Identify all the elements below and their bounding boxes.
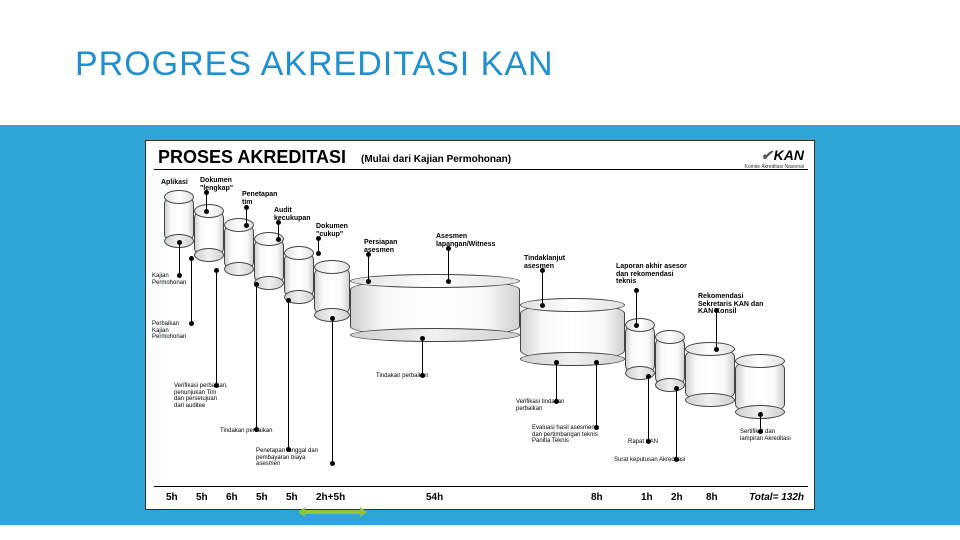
connector-11 [422, 339, 423, 375]
bottom-label-0: Kajian Permohonan [152, 273, 186, 286]
connector-1 [206, 193, 207, 211]
bottom-label-7: Evaluasi hasil asesmen dan pertimbangan … [532, 425, 598, 445]
card-title: PROSES AKREDITASI [158, 147, 346, 168]
bottom-label-9: Surat keputusan Akreditasi [614, 457, 685, 464]
duration-row: Total= 132h 5h 5h 6h 5h 5h 2h+5h 54h 8h 1h 2h 8h [146, 487, 816, 503]
double-arrow-icon [305, 510, 360, 514]
bottom-label-5: Tindakan perbaikan [376, 373, 428, 380]
bottom-label-6: Verifikasi tindakan perbaikan [516, 399, 564, 412]
total-duration: Total= 132h [749, 492, 804, 503]
connector-19 [716, 311, 717, 349]
top-label-9: Rekomendasi Sekretaris KAN dan KAN Konsi… [698, 293, 763, 316]
logo-text: KAN [774, 147, 804, 163]
connector-3 [216, 271, 217, 385]
top-label-8: Laporan akhir asesor dan rekomendasi tek… [616, 263, 687, 286]
bottom-label-1: Perbaikan Kajian Permohonan [152, 321, 186, 341]
connector-12 [448, 249, 449, 281]
duration-6: 54h [426, 492, 443, 503]
duration-2: 6h [226, 492, 238, 503]
duration-9: 2h [671, 492, 683, 503]
connector-4 [246, 208, 247, 225]
connector-16 [636, 291, 637, 325]
duration-5: 2h+5h [316, 492, 345, 503]
stage-cylinder-1 [194, 209, 224, 257]
connector-5 [256, 285, 257, 429]
duration-1: 5h [196, 492, 208, 503]
top-label-5: Persiapan asesmen [364, 239, 397, 254]
duration-8: 1h [641, 492, 653, 503]
stage-cylinder-5 [314, 265, 350, 317]
connector-15 [596, 363, 597, 427]
card-subtitle: (Mulai dari Kajian Permohonan) [361, 154, 511, 165]
connector-0 [179, 243, 180, 275]
top-label-3: Audit kecukupan [274, 207, 311, 222]
bottom-label-4: Penetapan tanggal dan pembayaran biaya a… [256, 448, 318, 468]
connector-17 [648, 377, 649, 441]
top-label-2: Penetapan tim [242, 191, 277, 206]
connector-18 [676, 389, 677, 459]
stage-cylinder-6 [350, 279, 520, 337]
duration-3: 5h [256, 492, 268, 503]
stage-cylinder-7 [520, 303, 625, 361]
page-title: PROGRES AKREDITASI KAN [75, 45, 554, 84]
connector-6 [278, 223, 279, 239]
duration-4: 5h [286, 492, 298, 503]
top-label-1: Dokumen "lengkap" [200, 177, 233, 192]
stage-cylinder-8 [625, 323, 655, 375]
duration-0: 5h [166, 492, 178, 503]
top-label-4: Dokumen "cukup" [316, 223, 348, 238]
stage-cylinder-2 [224, 223, 254, 271]
stage-cylinder-3 [254, 237, 284, 285]
stage-cylinder-0 [164, 195, 194, 243]
stage-cylinder-11 [735, 359, 785, 414]
connector-2 [191, 259, 192, 323]
connector-8 [318, 239, 319, 253]
connector-9 [332, 319, 333, 463]
divider-top [154, 169, 808, 170]
top-label-6: Asesmen lapangan/Witness [436, 233, 495, 248]
bottom-label-2: Verifikasi perbaikan, penunjukan Tim dan… [174, 383, 228, 409]
kan-logo: ✔KAN Komite Akreditasi Nasional [745, 147, 804, 170]
connector-7 [288, 301, 289, 449]
connector-10 [368, 255, 369, 281]
logo-check-icon: ✔ [761, 147, 773, 163]
process-diagram-card: PROSES AKREDITASI (Mulai dari Kajian Per… [145, 140, 815, 510]
duration-7: 8h [591, 492, 603, 503]
stage-cylinder-10 [685, 347, 735, 402]
bottom-label-10: Sertifikat dan lampiran Akreditasi [740, 429, 791, 442]
duration-10: 8h [706, 492, 718, 503]
stage-area: Aplikasi Dokumen "lengkap" Penetapan timAu… [146, 173, 816, 493]
connector-14 [556, 363, 557, 401]
bottom-label-8: Rapat KAN [628, 439, 658, 446]
bottom-label-3: Tindakan perbaikan [220, 428, 272, 435]
stage-cylinder-4 [284, 251, 314, 299]
stage-cylinder-9 [655, 335, 685, 387]
top-label-0: Aplikasi [161, 179, 188, 187]
top-label-7: Tindaklanjut asesmen [524, 255, 565, 270]
connector-13 [542, 271, 543, 305]
